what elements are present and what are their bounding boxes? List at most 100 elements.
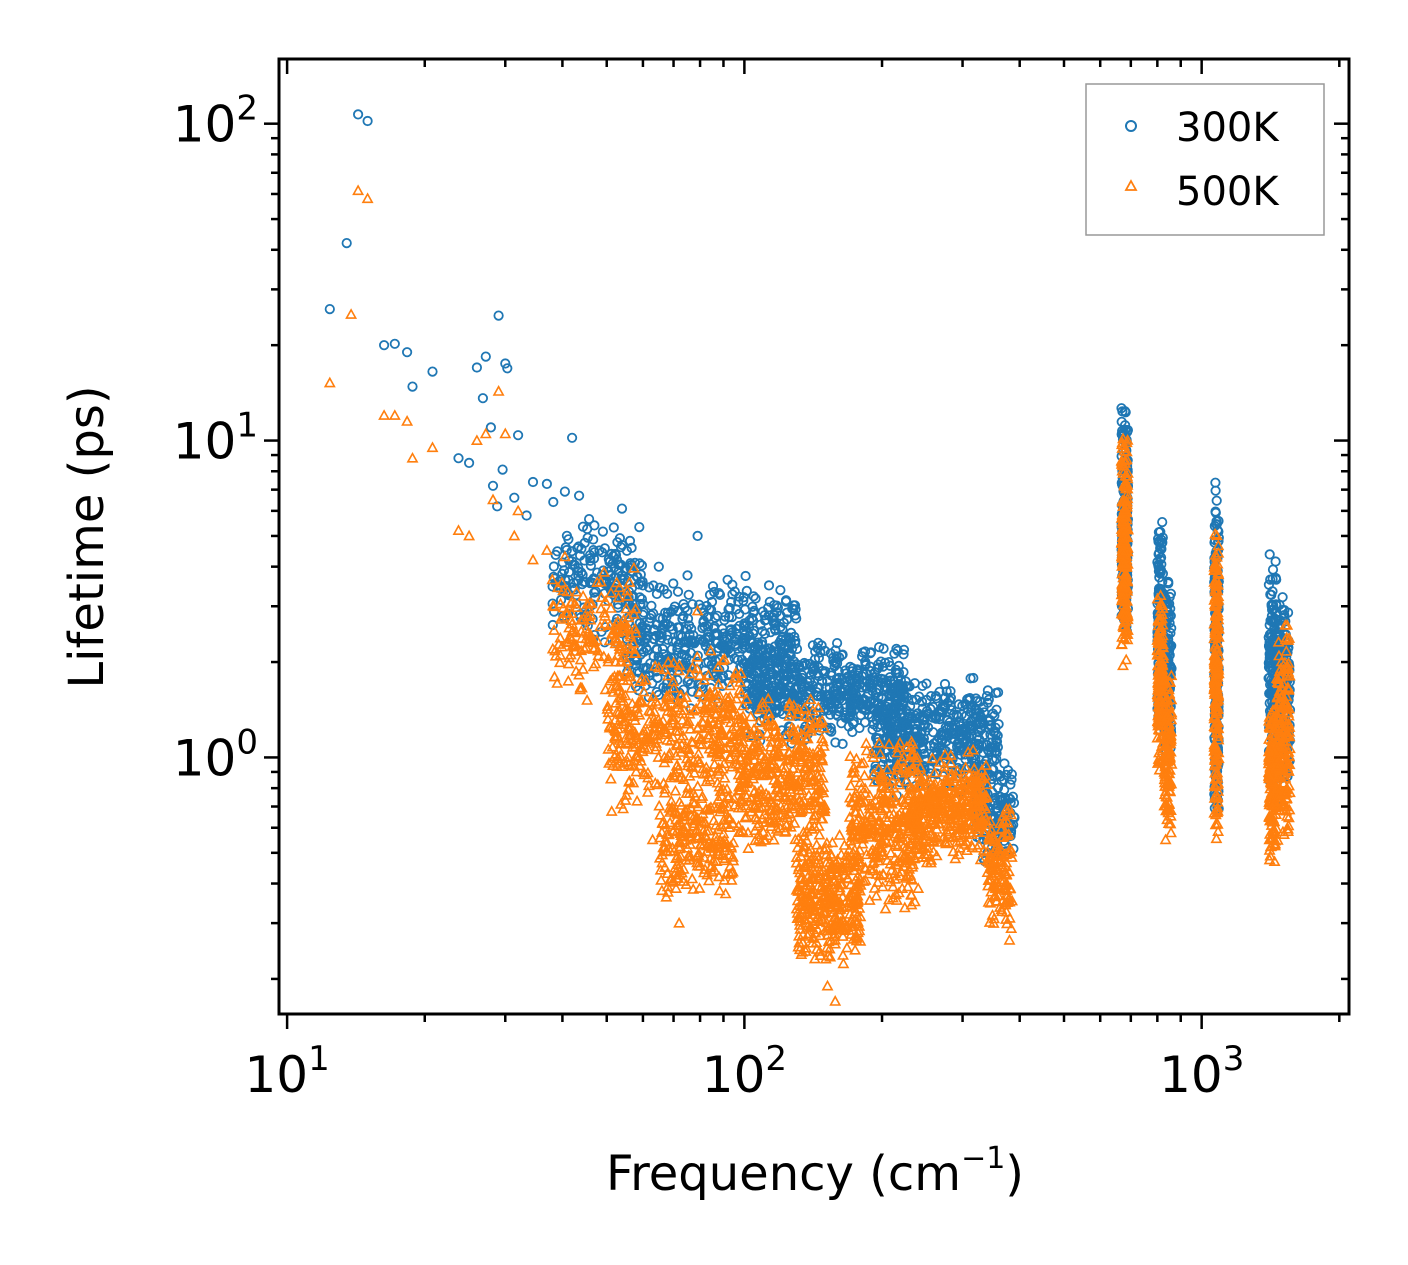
- point-300k-cluster1: [740, 570, 751, 582]
- point-300k-cluster2: [859, 717, 871, 728]
- point-300k-cluster2: [831, 709, 842, 720]
- point-300k-cluster1: [709, 586, 720, 598]
- point-300k-cluster1: [743, 622, 755, 633]
- point-300k-cluster3: [907, 712, 918, 723]
- point-300k-cluster0: [589, 587, 600, 598]
- point-300k-cluster6: [1157, 532, 1168, 543]
- point-300k-cluster0: [552, 579, 563, 591]
- point-300k-cluster2: [863, 688, 874, 700]
- point-300k-cluster2: [799, 680, 810, 691]
- point-300k-cluster1: [650, 630, 662, 641]
- point-300k-cluster0: [588, 534, 599, 545]
- point-300k-cluster1: [654, 613, 666, 624]
- point-300k-cluster3: [886, 682, 897, 693]
- point-300k-cluster1: [643, 582, 655, 593]
- point-300k-cluster2: [752, 685, 763, 696]
- point-300k-cluster0: [608, 522, 619, 533]
- point-300k-cluster3: [885, 723, 897, 734]
- point-300k-cluster3: [990, 728, 1002, 739]
- point-300k-cluster3: [986, 746, 997, 758]
- point-300k-cluster1: [661, 630, 673, 641]
- point-300k-cluster2: [774, 675, 785, 686]
- point-300k-cluster2: [831, 680, 842, 691]
- point-300k-cluster3: [992, 687, 1004, 698]
- point-300k-cluster2: [858, 668, 869, 680]
- point-300k-cluster1: [719, 648, 731, 660]
- point-300k-cluster1: [748, 591, 759, 602]
- point-300k-cluster1: [755, 619, 766, 630]
- point-300k-cluster3: [956, 709, 967, 720]
- point-300k-cluster2: [822, 699, 834, 710]
- point-300k-cluster3: [907, 694, 918, 706]
- point-300k-cluster2: [772, 686, 783, 698]
- point-300k-cluster3: [953, 742, 965, 754]
- point-300k-cluster3: [981, 739, 992, 750]
- point-300k-cluster2: [782, 659, 793, 670]
- point-300k-cluster3: [939, 678, 951, 690]
- point-300k-cluster3: [974, 696, 986, 707]
- point-300k-cluster2: [832, 678, 844, 690]
- point-300k-cluster3: [976, 740, 987, 751]
- point-300k-cluster8: [1210, 506, 1221, 517]
- point-300k-cluster0: [598, 565, 609, 576]
- point-300k-cluster0: [573, 566, 584, 577]
- point-300k-cluster1: [720, 636, 731, 647]
- point-300k-cluster0: [615, 559, 626, 570]
- point-300k-cluster2: [793, 660, 805, 671]
- point-300k-cluster1: [678, 611, 689, 622]
- point-300k-cluster3: [904, 700, 916, 712]
- point-300k-cluster0: [583, 513, 595, 525]
- point-300k-cluster1: [706, 596, 718, 608]
- point-300k-cluster3: [985, 720, 996, 731]
- data-points: [323, 109, 1296, 1006]
- point-300k-cluster3: [965, 673, 976, 684]
- point-300k-cluster3: [944, 717, 956, 728]
- point-300k-cluster1: [741, 585, 752, 597]
- point-300k-cluster1: [672, 586, 684, 597]
- point-300k-cluster0: [548, 561, 560, 572]
- point-300k-cluster0: [624, 535, 636, 547]
- point-300k-cluster2: [760, 644, 771, 655]
- point-300k-cluster2: [741, 658, 752, 669]
- point-300k-cluster0: [568, 577, 579, 589]
- point-300k-cluster3: [962, 693, 974, 705]
- point-300k-cluster0: [563, 534, 574, 545]
- point-300k-cluster2: [831, 637, 843, 649]
- point-300k-cluster2: [800, 659, 812, 670]
- point-300k-cluster1: [662, 607, 674, 619]
- point-300k-cluster0: [610, 549, 622, 561]
- point-300k-cluster3: [962, 720, 974, 731]
- point-300k-cluster2: [787, 673, 798, 685]
- point-300k-cluster0: [555, 594, 567, 606]
- point-300k-cluster1: [657, 643, 668, 655]
- point-300k-cluster2: [893, 667, 905, 679]
- point-300k-cluster1: [673, 630, 684, 641]
- point-300k-cluster2: [883, 656, 895, 668]
- point-300k-cluster1: [724, 625, 736, 636]
- point-300k-cluster2: [780, 633, 792, 644]
- point-300k-cluster0: [617, 539, 628, 551]
- point-300k-cluster5: [1116, 416, 1127, 427]
- point-300k-cluster2: [868, 672, 879, 683]
- point-300k-cluster0: [597, 526, 609, 537]
- point-300k-cluster2: [872, 663, 883, 675]
- point-300k-cluster8: [1210, 485, 1221, 496]
- point-300k-cluster2: [837, 738, 848, 750]
- point-300k-cluster1: [707, 581, 719, 592]
- point-300k-cluster1: [692, 650, 703, 661]
- point-300k-cluster1: [769, 623, 781, 635]
- point-300k-cluster2: [836, 695, 848, 706]
- point-300k-cluster3: [916, 696, 928, 707]
- point-300k-cluster3: [890, 705, 901, 716]
- point-300k-cluster1: [720, 611, 731, 622]
- point-300k-cluster2: [749, 642, 760, 653]
- point-300k-cluster3: [991, 704, 1002, 715]
- point-300k-cluster1: [710, 612, 721, 623]
- point-300k-cluster2: [857, 647, 869, 658]
- point-300k-cluster2: [873, 641, 885, 653]
- point-300k-cluster3: [957, 730, 968, 742]
- point-300k-cluster1: [672, 606, 684, 617]
- point-300k-cluster0: [634, 521, 645, 533]
- point-300k-cluster3: [967, 721, 978, 732]
- point-300k-cluster2: [752, 651, 763, 663]
